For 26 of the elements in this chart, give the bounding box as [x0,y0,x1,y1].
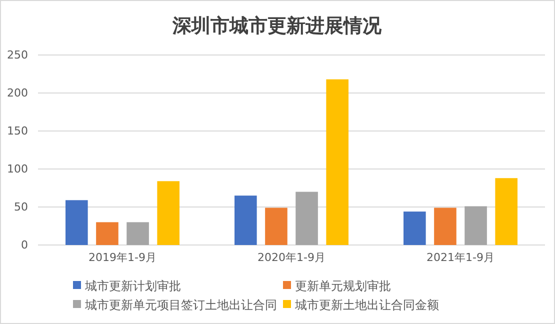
legend-label: 城市更新土地出让合同金额 [294,298,439,312]
y-tick-label: 150 [7,124,28,138]
bar [234,196,257,245]
y-tick-label: 50 [14,200,28,214]
chart-title: 深圳市城市更新进展情况 [172,15,382,37]
bar [96,222,118,245]
bar [126,222,149,245]
y-tick-label: 100 [7,162,28,176]
x-tick-label: 2019年1-9月 [88,250,156,264]
legend-label: 更新单元规划审批 [295,279,391,293]
bar [66,200,88,245]
y-tick-label: 200 [7,86,28,100]
bar [326,79,348,245]
x-tick-label: 2021年1-9月 [426,250,494,264]
bar [464,206,487,245]
bar [265,208,288,245]
bar [157,181,180,245]
y-tick-label: 0 [21,238,28,252]
y-tick-label: 250 [7,48,28,62]
bar [434,208,456,245]
bar [495,178,518,245]
legend-label: 城市更新计划审批 [84,279,181,293]
bar [296,192,318,245]
legend-label: 城市更新单元项目签订土地出让合同 [84,298,277,312]
bar [404,212,426,245]
x-tick-label: 2020年1-9月 [258,250,326,264]
